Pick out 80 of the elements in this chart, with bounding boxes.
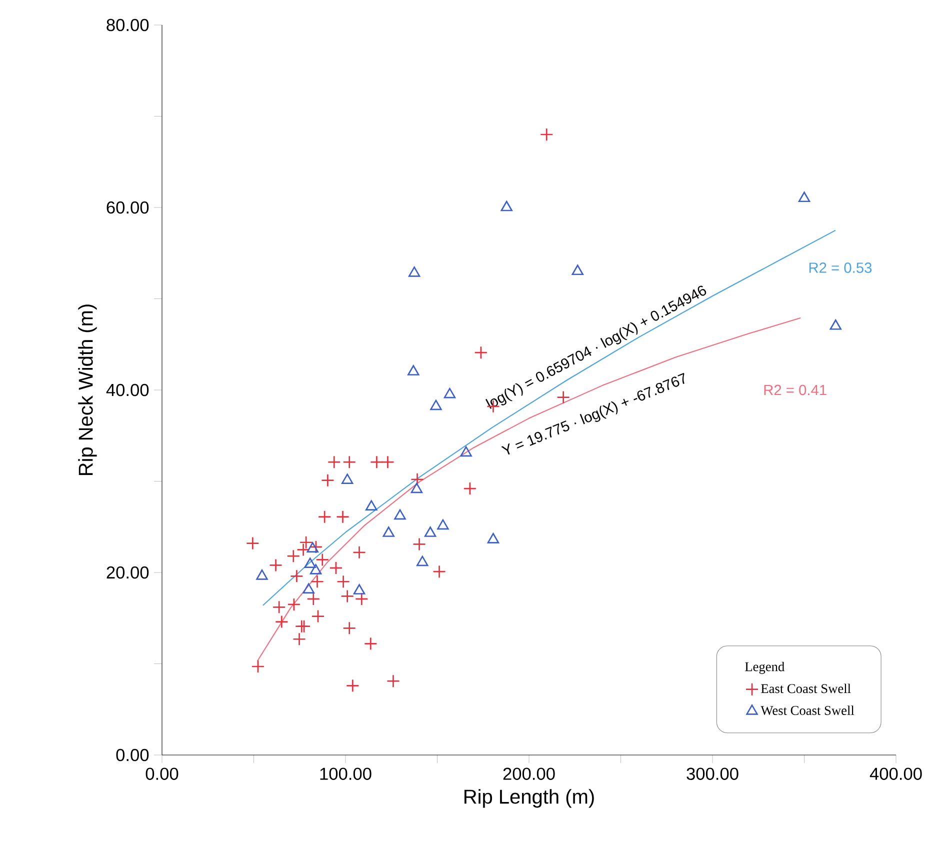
point [329,561,343,575]
point [251,660,265,674]
y-tick-label: 80.00 [106,18,149,32]
y-axis-title: Rip Neck Width (m) [78,304,97,476]
point [297,620,311,634]
point [304,558,316,568]
point [572,264,584,276]
x-tick-label: 400.00 [870,768,922,780]
point [370,455,384,469]
point [408,365,420,376]
y-tick-label: 0.00 [116,748,149,762]
point [290,569,304,583]
point [430,400,442,410]
point [830,319,842,330]
point [366,500,378,510]
point [342,455,356,469]
point [306,592,320,606]
point [316,553,330,566]
point [336,574,350,588]
point [432,564,446,578]
y-tick-label: 20.00 [106,566,149,579]
point [463,482,477,496]
point [256,569,268,580]
x-axis-title: Rip Length (m) [464,789,594,808]
point [336,510,350,524]
point [246,536,260,550]
point [286,549,300,563]
point [292,632,306,646]
point [310,574,324,588]
point [269,558,282,572]
point [299,536,313,550]
point [474,346,488,360]
point [311,610,325,623]
point [424,526,436,537]
point [274,615,288,628]
point [437,519,449,530]
point [382,526,394,537]
point [500,200,512,212]
x-tick-label: 0.00 [146,768,178,780]
point [287,598,301,612]
point [296,543,310,556]
annotation: R2 = 0.53 [809,262,872,273]
x-tick-label: 300.00 [686,768,738,780]
point [410,472,424,486]
point [412,538,426,551]
point [410,482,423,494]
point [306,542,319,552]
point [354,592,368,606]
point [386,674,400,688]
point [272,600,286,614]
y-tick-label: 60.00 [106,201,149,214]
point [487,532,500,544]
point [342,621,356,635]
y-tick-label: 40.00 [106,384,149,396]
point [353,584,366,594]
point [346,678,360,692]
point [556,390,570,404]
point [310,564,322,574]
point [341,474,354,484]
annotation: R2 = 0.41 [764,384,826,396]
point [352,546,366,560]
point [381,455,394,469]
legend-title: Legend [745,662,784,674]
point [340,590,354,603]
point [327,455,341,469]
point [394,509,406,520]
point [302,583,314,594]
x-tick-label: 100.00 [320,768,372,780]
point [416,556,428,566]
point [460,446,472,457]
legend-label: East Coast Swell [761,684,851,694]
point [364,637,378,650]
point [309,540,323,554]
x-tick-label: 200.00 [503,768,555,780]
point [318,510,332,524]
legend-label: West Coast Swell [760,706,854,716]
point [408,266,420,277]
point [444,388,456,398]
point [798,192,810,202]
point [321,474,334,488]
